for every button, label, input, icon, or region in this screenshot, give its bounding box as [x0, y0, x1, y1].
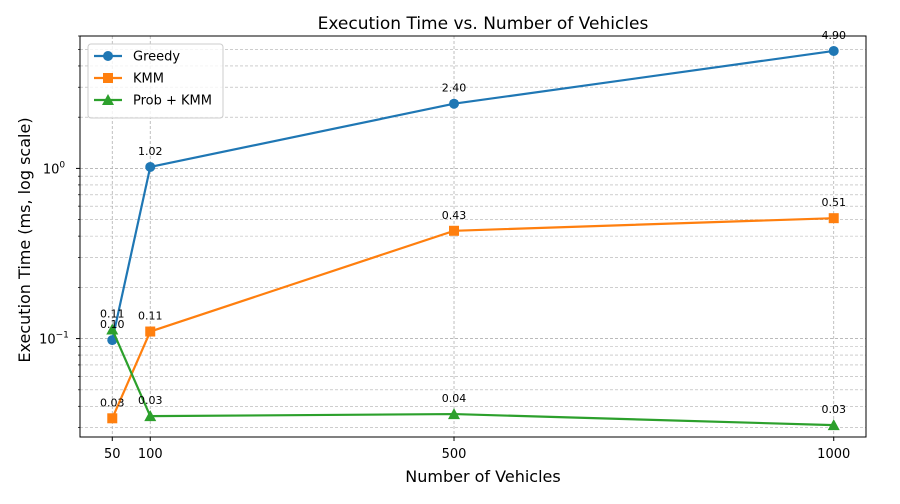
series-line-prob-kmm: [111, 329, 834, 427]
y-tick-label: 10−1: [39, 331, 69, 348]
data-label-kmm: 0.03: [100, 396, 125, 409]
data-labels: 0.10 1.02 2.40 4.90 0.03 0.11 0.43 0.51 0.11 0.03…: [100, 29, 846, 416]
data-point-prob-kmm: [448, 408, 461, 420]
series-layer: [106, 45, 840, 431]
legend: Greedy KMM Prob + KMM: [87, 43, 224, 119]
data-label-kmm: 0.11: [138, 310, 163, 323]
legend-label-kmm: KMM: [133, 72, 164, 87]
data-label-kmm: 0.43: [442, 209, 467, 222]
data-label-greedy: 2.40: [442, 82, 467, 95]
data-point-prob-kmm: [827, 419, 840, 431]
x-tick-label: 100: [138, 447, 163, 462]
data-label-prob-kmm: 0.11: [100, 308, 125, 321]
axes: 50 100 500 1000 10−1 100: [39, 35, 850, 462]
x-tick-label: 500: [442, 447, 467, 462]
data-point-prob-kmm: [106, 323, 119, 335]
data-point-greedy: [449, 98, 460, 109]
chart-title: Execution Time vs. Number of Vehicles: [318, 14, 649, 34]
data-label-prob-kmm: 0.03: [821, 403, 846, 416]
data-point-prob-kmm: [144, 410, 157, 422]
x-tick-label: 1000: [817, 447, 850, 462]
data-point-kmm: [449, 225, 460, 236]
data-label-prob-kmm: 0.03: [138, 394, 163, 407]
x-axis-label: Number of Vehicles: [405, 467, 560, 486]
y-axis-label: Execution Time (ms, log scale): [15, 117, 34, 362]
data-point-kmm: [107, 413, 118, 424]
data-label-greedy: 0.10: [100, 318, 125, 331]
data-point-kmm: [828, 213, 839, 224]
series-line-kmm: [111, 217, 834, 419]
data-label-kmm: 0.51: [821, 196, 846, 209]
legend-marker-kmm: [103, 73, 113, 83]
data-label-greedy: 1.02: [138, 145, 163, 158]
data-label-prob-kmm: 0.04: [442, 392, 467, 405]
x-tick-label: 50: [104, 447, 121, 462]
y-tick-label: 100: [43, 160, 66, 177]
data-label-greedy: 4.90: [821, 29, 846, 42]
legend-label-greedy: Greedy: [133, 50, 180, 65]
plot-area-frame: [79, 35, 867, 438]
data-point-greedy: [145, 161, 156, 172]
data-point-greedy: [828, 45, 839, 56]
series-line-greedy: [111, 49, 834, 341]
data-point-kmm: [145, 326, 156, 337]
legend-marker-prob-kmm: [102, 94, 114, 105]
legend-marker-greedy: [103, 51, 113, 61]
legend-label-prob-kmm: Prob + KMM: [133, 94, 212, 109]
